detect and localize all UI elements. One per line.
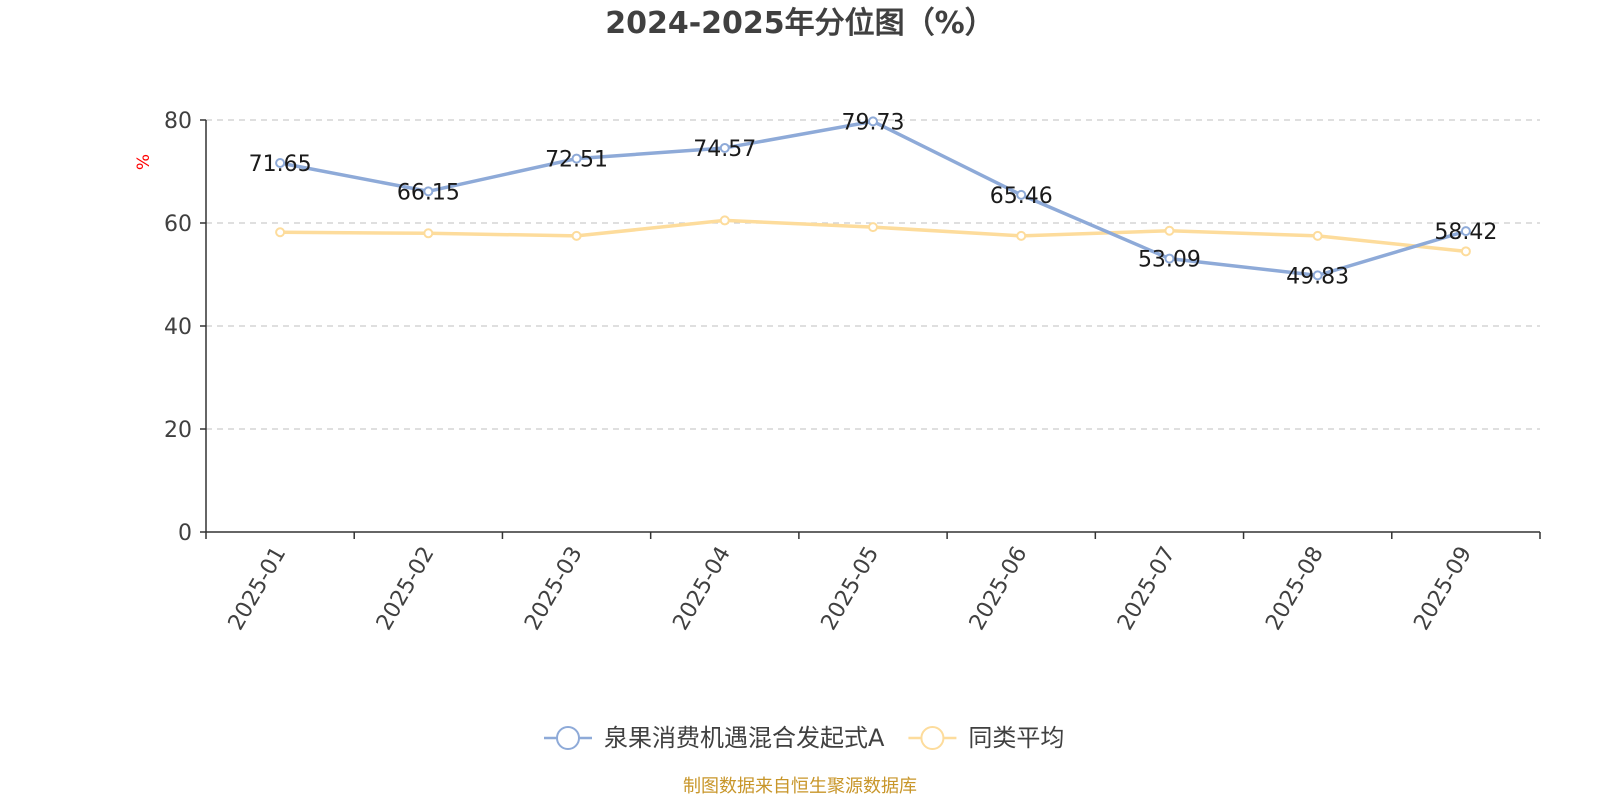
y-tick-label: 80 bbox=[164, 109, 192, 134]
data-point bbox=[571, 230, 582, 241]
data-label: 74.57 bbox=[693, 137, 756, 162]
data-label: 53.09 bbox=[1138, 248, 1201, 273]
axes: 0 20 40 60 80 2025-01 2025-02 2025-03 2025-04 202… bbox=[164, 109, 1541, 635]
series-layer bbox=[275, 116, 1471, 281]
data-label: 66.15 bbox=[397, 180, 460, 205]
data-label: 71.65 bbox=[249, 152, 312, 177]
x-tick-label: 2025-06 bbox=[965, 543, 1033, 635]
data-label: 79.73 bbox=[842, 110, 905, 135]
data-point bbox=[1016, 230, 1027, 241]
y-tick-label: 40 bbox=[164, 315, 192, 340]
data-point bbox=[571, 153, 582, 164]
data-point bbox=[1460, 226, 1471, 237]
source-note: 制图数据来自恒生聚源数据库 bbox=[683, 776, 917, 797]
data-labels: 71.65 66.15 72.51 74.57 79.73 65.46 53.09 49.83… bbox=[249, 110, 1498, 289]
legend-item[interactable]: 同类平均 bbox=[908, 724, 1064, 752]
x-tick-label: 2025-01 bbox=[224, 543, 292, 635]
x-tick-label: 2025-07 bbox=[1113, 543, 1181, 635]
data-point bbox=[275, 227, 286, 238]
data-point bbox=[1164, 225, 1175, 236]
data-point bbox=[423, 228, 434, 239]
data-point bbox=[1164, 253, 1175, 264]
y-axis-label: % bbox=[134, 154, 154, 170]
legend: 泉果消费机遇混合发起式A 同类平均 bbox=[544, 724, 1064, 752]
data-point bbox=[423, 186, 434, 197]
data-point bbox=[275, 158, 286, 169]
data-label: 49.83 bbox=[1286, 264, 1349, 289]
legend-marker-icon bbox=[556, 726, 580, 750]
data-point bbox=[1312, 270, 1323, 281]
y-tick-label: 0 bbox=[178, 521, 192, 546]
chart-title: 2024-2025年分位图（%） bbox=[605, 6, 995, 41]
data-label: 72.51 bbox=[545, 148, 608, 173]
legend-label: 同类平均 bbox=[968, 724, 1064, 752]
data-label: 58.42 bbox=[1434, 220, 1497, 245]
data-point bbox=[719, 142, 730, 153]
data-point bbox=[1460, 246, 1471, 257]
x-tick-label: 2025-03 bbox=[520, 543, 588, 635]
data-point bbox=[1312, 230, 1323, 241]
legend-marker-icon bbox=[920, 726, 945, 750]
x-tick-label: 2025-08 bbox=[1261, 543, 1329, 635]
y-tick-label: 20 bbox=[164, 418, 192, 443]
data-label: 65.46 bbox=[990, 184, 1053, 209]
data-point bbox=[719, 215, 730, 226]
data-point bbox=[1016, 189, 1027, 200]
x-tick-label: 2025-05 bbox=[817, 543, 885, 635]
x-tick-label: 2025-04 bbox=[668, 543, 736, 635]
data-point bbox=[868, 116, 878, 127]
legend-item[interactable]: 泉果消费机遇混合发起式A bbox=[544, 724, 885, 752]
data-point bbox=[868, 222, 878, 233]
x-tick-label: 2025-02 bbox=[372, 543, 440, 635]
x-tick-label: 2025-09 bbox=[1409, 543, 1477, 635]
legend-label: 泉果消费机遇混合发起式A bbox=[604, 724, 885, 752]
gridlines bbox=[206, 119, 1540, 430]
y-tick-label: 60 bbox=[164, 212, 192, 237]
